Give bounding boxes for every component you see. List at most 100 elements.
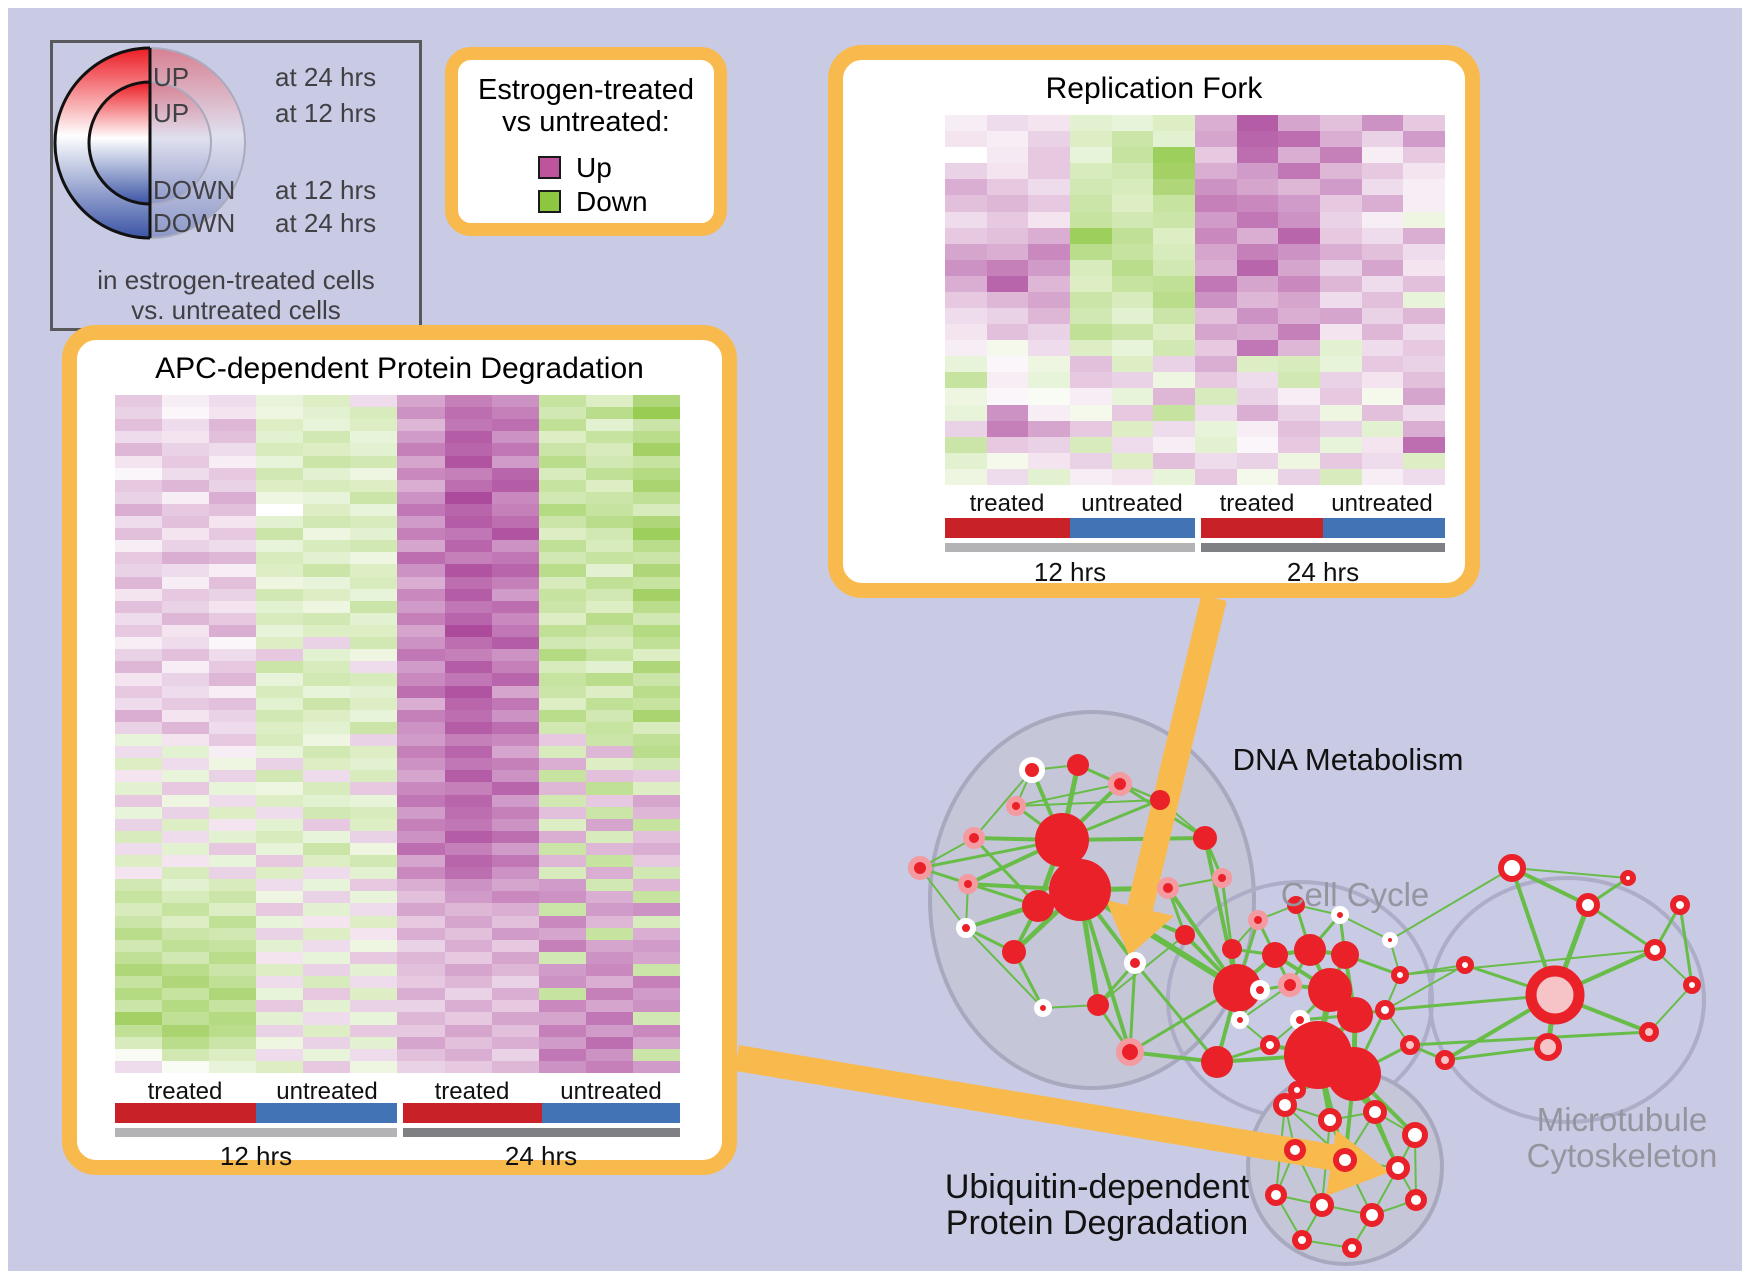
heatmap-cell (444, 879, 492, 892)
heatmap-cell (1278, 436, 1320, 453)
heatmap-cell (986, 372, 1029, 389)
network-node-rw (1342, 1238, 1362, 1258)
network-cluster-label: Cell Cycle (1281, 876, 1430, 913)
network-node-s (1035, 813, 1089, 867)
heatmap-cell (538, 733, 586, 747)
heatmap-cell (444, 1048, 492, 1061)
heatmap-cell (632, 443, 680, 456)
heatmap-cell (1361, 436, 1404, 453)
heatmap-cell (162, 1060, 210, 1073)
network-edge (1587, 903, 1656, 952)
heatmap-cell (632, 395, 680, 408)
heatmap-cell (491, 528, 539, 541)
heatmap-cell (491, 879, 539, 892)
heatmap-cell (350, 491, 398, 504)
heatmap-cell (1111, 340, 1154, 357)
heatmap-cell (303, 976, 351, 989)
heatmap-cell (1278, 275, 1320, 292)
heatmap-cell (1070, 243, 1112, 260)
heatmap-cell (585, 612, 633, 626)
heatmap-cell (1153, 147, 1195, 164)
apc-col-group-label: treated (434, 1078, 510, 1105)
heatmap-cell (350, 564, 398, 577)
heatmap-cell (1111, 227, 1154, 244)
heatmap-cell (1070, 404, 1112, 421)
heatmap-cell (303, 794, 351, 807)
heatmap-cell (209, 528, 257, 541)
network-edge (1399, 949, 1656, 976)
network-node-s (1193, 826, 1217, 850)
heatmap-cell (256, 625, 304, 638)
heatmap-cell (256, 830, 304, 843)
heatmap-cell (538, 443, 586, 456)
heatmap-cell (209, 1012, 257, 1025)
heatmap-cell (303, 625, 351, 638)
heatmap-cell (1320, 404, 1362, 421)
heatmap-cell (1361, 468, 1404, 485)
heatmap-cell (162, 528, 210, 541)
apc-treated-bar (403, 1103, 542, 1123)
heatmap-cell (444, 951, 492, 965)
network-node-pr (1108, 772, 1132, 796)
heatmap-cell (1278, 340, 1320, 357)
heatmap-cell (1195, 259, 1237, 276)
heatmap-cell (209, 794, 257, 807)
heatmap-cell (945, 356, 987, 373)
arrow-replication-to-dna-head (1106, 900, 1174, 956)
heatmap-cell (397, 455, 445, 468)
heatmap-cell (491, 491, 539, 504)
heatmap-cell (397, 395, 445, 408)
apc-24hrs-bar (403, 1128, 680, 1137)
network-edge (1678, 904, 1694, 986)
network-node-rw (1292, 1230, 1312, 1250)
heatmap-cell (632, 951, 680, 965)
heatmap-cell (115, 516, 163, 529)
heatmap-cell (585, 927, 633, 940)
heatmap-cell (303, 988, 351, 1001)
heatmap-cell (303, 855, 351, 868)
heatmap-cell (491, 625, 539, 638)
heatmap-cell (632, 637, 680, 650)
heatmap-cell (585, 939, 633, 952)
heatmap-cell (397, 419, 445, 432)
heatmap-cell (632, 612, 680, 626)
heatmap-cell (350, 625, 398, 638)
heatmap-cell (115, 818, 163, 831)
network-edge (1015, 799, 1161, 807)
heatmap-cell (350, 455, 398, 468)
heatmap-cell (115, 600, 163, 613)
legend-down-12-dir: DOWN (153, 175, 236, 205)
heatmap-cell (397, 842, 445, 856)
heatmap-cell (115, 964, 163, 977)
heatmap-cell (1153, 436, 1195, 453)
heatmap-cell (1403, 404, 1445, 421)
heatmap-cell (491, 552, 539, 565)
heatmap-cell (538, 782, 586, 795)
heatmap-cell (1278, 211, 1320, 228)
heatmap-cell (1028, 388, 1070, 405)
heatmap-cell (1361, 115, 1404, 132)
legend-up-12-dir: UP (153, 98, 190, 128)
heatmap-cell (986, 308, 1029, 325)
heatmap-cell (585, 1000, 633, 1013)
heatmap-cell (1028, 452, 1070, 469)
network-node-pr (958, 874, 978, 894)
heatmap-cell (115, 879, 163, 892)
heatmap-cell (538, 891, 586, 904)
heatmap-cell (1111, 211, 1154, 228)
heatmap-cell (162, 443, 210, 456)
heatmap-cell (209, 685, 257, 698)
heatmap-cell (1403, 243, 1445, 260)
heatmap-cell (397, 891, 445, 904)
heatmap-cell (162, 685, 210, 698)
heatmap-cell (350, 746, 398, 759)
heatmap-cell (632, 491, 680, 504)
heatmap-cell (303, 818, 351, 831)
heatmap-cell (491, 697, 539, 710)
heatmap-cell (115, 915, 163, 928)
heatmap-cell (162, 673, 210, 686)
heatmap-cell (444, 782, 492, 795)
heatmap-cell (209, 1000, 257, 1013)
heatmap-cell (1195, 308, 1237, 325)
